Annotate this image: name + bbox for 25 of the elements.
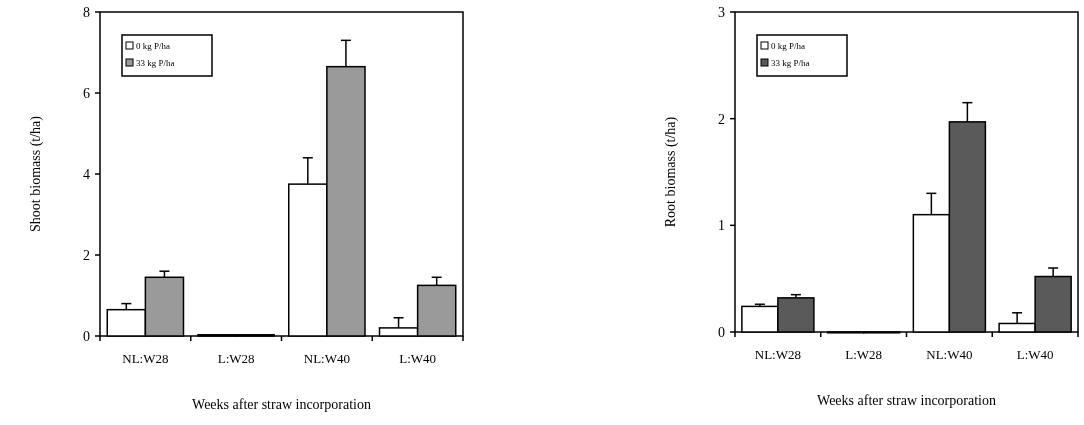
x-tick-label: NL:W40 xyxy=(303,351,350,366)
x-tick-label: NL:W28 xyxy=(122,351,169,366)
y-tick-label: 1 xyxy=(718,218,725,234)
y-tick-label: 3 xyxy=(718,4,725,20)
y-tick-label: 0 xyxy=(83,328,90,344)
legend-label: 33 kg P/ha xyxy=(136,58,175,68)
x-tick-label: L:W28 xyxy=(217,351,255,366)
legend-label: 0 kg P/ha xyxy=(771,41,806,51)
y-tick-label: 6 xyxy=(83,85,90,101)
y-tick-label: 4 xyxy=(83,166,90,182)
x-axis-title: Weeks after straw incorporation xyxy=(817,393,996,408)
y-tick-label: 8 xyxy=(83,4,90,20)
y-axis-title: Root biomass (t/ha) xyxy=(663,116,679,228)
y-tick-label: 2 xyxy=(718,111,725,127)
y-axis-title: Shoot biomass (t/ha) xyxy=(28,115,44,232)
x-tick-label: L:W28 xyxy=(845,347,883,362)
y-tick-label: 2 xyxy=(83,247,90,263)
x-tick-label: NL:W28 xyxy=(754,347,801,362)
x-axis-title: Weeks after straw incorporation xyxy=(192,397,371,412)
x-tick-label: L:W40 xyxy=(399,351,437,366)
x-tick-label: L:W40 xyxy=(1016,347,1054,362)
y-tick-label: 0 xyxy=(718,324,725,340)
x-tick-label: NL:W40 xyxy=(926,347,973,362)
legend-label: 0 kg P/ha xyxy=(136,41,171,51)
legend-label: 33 kg P/ha xyxy=(771,58,810,68)
